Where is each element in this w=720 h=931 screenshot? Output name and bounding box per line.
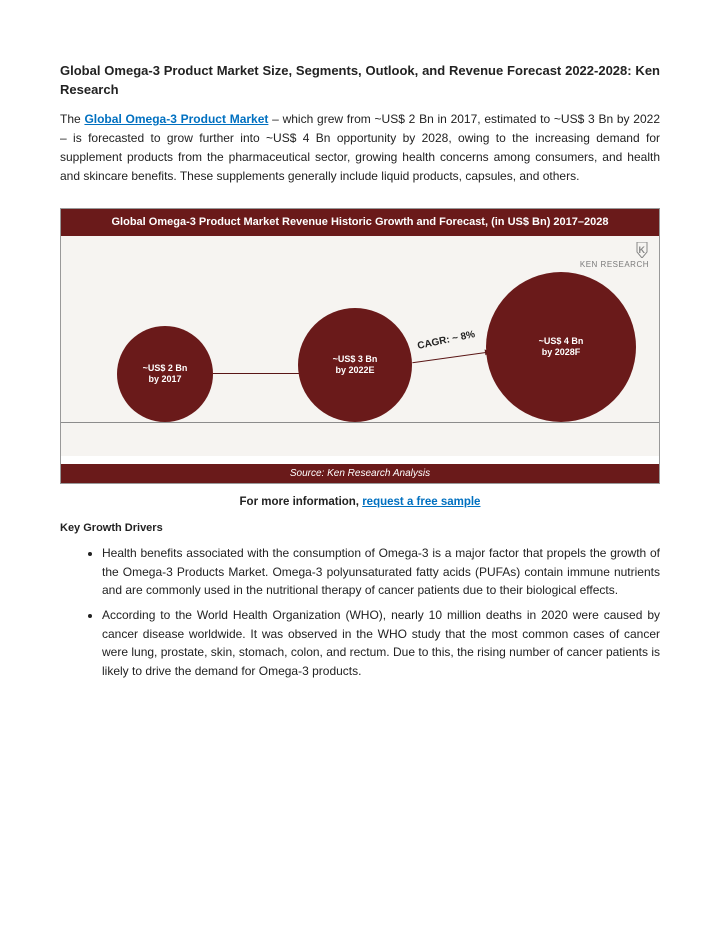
- chart-baseline: [61, 422, 659, 423]
- intro-paragraph: The Global Omega-3 Product Market – whic…: [60, 110, 660, 187]
- chart-container: Global Omega-3 Product Market Revenue Hi…: [60, 208, 660, 484]
- chart-bubble: ~US$ 2 Bnby 2017: [117, 326, 213, 422]
- bubble-year: by 2017: [148, 374, 181, 385]
- chart-body: K KEN RESEARCH CAGR: ~ 8% ~US$ 2 Bnby 201…: [61, 236, 659, 456]
- svg-text:K: K: [639, 245, 646, 255]
- cagr-label: CAGR: ~ 8%: [416, 329, 476, 352]
- request-sample-link[interactable]: request a free sample: [362, 496, 480, 508]
- more-info-pre: For more information,: [240, 496, 363, 508]
- brand-logo: K KEN RESEARCH: [580, 242, 649, 269]
- chart-bubble: ~US$ 3 Bnby 2022E: [298, 308, 412, 422]
- bubble-value: ~US$ 3 Bn: [333, 354, 378, 365]
- drivers-heading: Key Growth Drivers: [60, 522, 660, 534]
- page-title: Global Omega-3 Product Market Size, Segm…: [60, 62, 660, 100]
- bubble-value: ~US$ 4 Bn: [539, 336, 584, 347]
- list-item: Health benefits associated with the cons…: [102, 544, 660, 600]
- chart-title: Global Omega-3 Product Market Revenue Hi…: [61, 209, 659, 236]
- market-link[interactable]: Global Omega-3 Product Market: [84, 112, 268, 126]
- bubble-year: by 2022E: [335, 365, 374, 376]
- bubble-year: by 2028F: [542, 347, 581, 358]
- brand-text: KEN RESEARCH: [580, 260, 649, 269]
- chart-source: Source: Ken Research Analysis: [61, 464, 659, 483]
- intro-pre: The: [60, 112, 84, 126]
- chart-connector: [412, 352, 487, 364]
- drivers-list: Health benefits associated with the cons…: [60, 544, 660, 680]
- chart-connector: [213, 373, 299, 374]
- more-info: For more information, request a free sam…: [60, 496, 660, 508]
- chart-bubble: ~US$ 4 Bnby 2028F: [486, 272, 636, 422]
- bubble-value: ~US$ 2 Bn: [143, 363, 188, 374]
- list-item: According to the World Health Organizati…: [102, 606, 660, 680]
